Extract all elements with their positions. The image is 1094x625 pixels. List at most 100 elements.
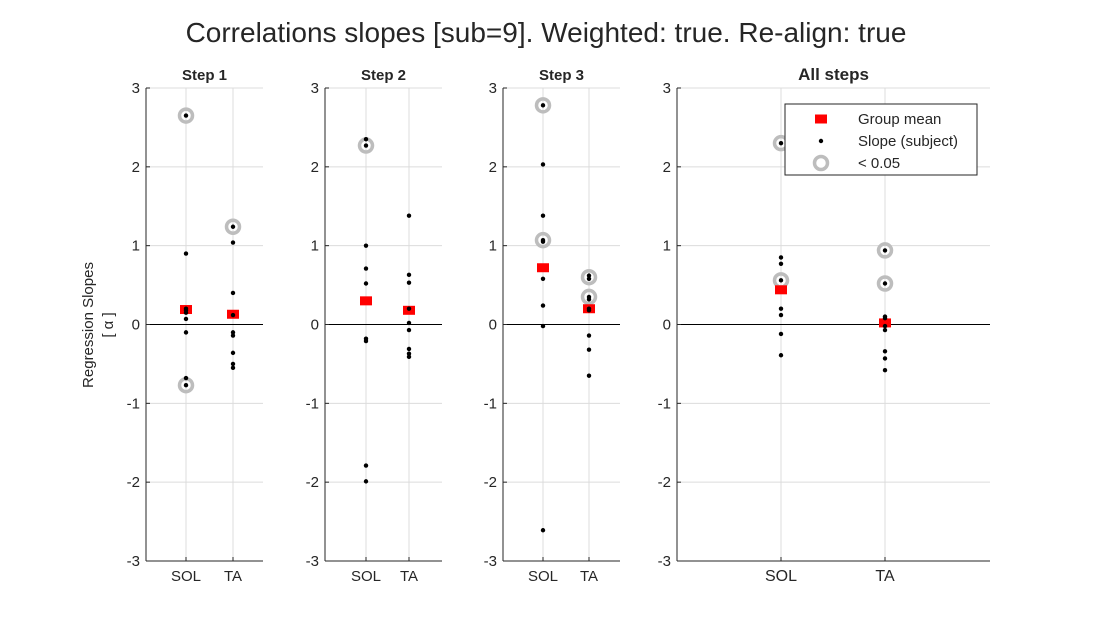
subject-slope-point	[363, 243, 369, 248]
panel-title: All steps	[798, 65, 869, 84]
subject-slope-point	[183, 251, 189, 256]
subject-slope-point	[778, 278, 784, 283]
significance-ring	[534, 97, 552, 114]
y-tick-label: 1	[311, 238, 319, 255]
subject-slope-point	[406, 213, 412, 218]
y-tick-label: 0	[311, 317, 319, 334]
subject-slope-point	[406, 306, 412, 311]
panel-3: -3 -2 -1 0 1 2 3 SOL TA Step 3	[484, 67, 620, 585]
panel-2: -3 -2 -1 0 1 2 3 SOL TA Step 2	[306, 67, 442, 585]
subject-slope-point	[406, 320, 412, 326]
subject-slope-point	[363, 479, 369, 484]
subject-slope-point	[778, 140, 784, 146]
subject-slope-point	[778, 331, 784, 337]
y-tick-label: 0	[132, 317, 140, 334]
subject-slope-point	[363, 137, 369, 142]
legend: Group mean Slope (subject) < 0.05	[784, 103, 978, 176]
subject-slope-point	[778, 312, 784, 318]
y-tick-label: 1	[489, 238, 497, 255]
significance-ring	[224, 218, 242, 235]
y-tick-label: 0	[663, 317, 671, 334]
x-tick-label-ta: TA	[400, 568, 418, 585]
subject-slope-point	[882, 368, 888, 373]
x-tick-label-ta: TA	[224, 568, 242, 585]
subject-slope-point	[406, 272, 412, 278]
y-tick-label: 3	[311, 80, 319, 97]
y-tick-label: 1	[663, 238, 671, 255]
y-tick-label: -1	[127, 395, 140, 412]
subject-slope-point	[540, 239, 546, 244]
x-tick-label-sol: SOL	[765, 568, 797, 585]
subject-slope-point	[183, 310, 189, 315]
subject-slope-point	[586, 347, 592, 352]
y-tick-label: 1	[132, 238, 140, 255]
subject-slope-point	[363, 463, 369, 468]
subject-slope-point	[230, 330, 236, 335]
y-tick-label: 2	[663, 159, 671, 176]
x-tick-label-ta: TA	[580, 568, 598, 585]
subject-slope-point	[586, 308, 592, 313]
subject-slope-point	[183, 383, 189, 388]
legend-ring-marker	[812, 154, 830, 172]
subject-slope-point	[183, 375, 189, 381]
y-tick-label: -1	[658, 395, 671, 412]
y-tick-label: 3	[132, 80, 140, 97]
subject-slope-point	[363, 338, 369, 344]
significance-ring	[534, 231, 552, 249]
subject-slope-point	[363, 281, 369, 286]
group-mean-marker	[360, 296, 372, 306]
panel-title: Step 2	[361, 67, 406, 84]
panel-title: Step 1	[182, 67, 227, 84]
subject-slope-point	[586, 276, 592, 281]
y-tick-label: -2	[306, 474, 319, 491]
subject-slope-point	[882, 248, 888, 253]
legend-mean-marker	[815, 114, 827, 124]
y-tick-label: 3	[663, 80, 671, 97]
group-mean-marker	[775, 285, 787, 295]
subject-slope-point	[540, 323, 546, 329]
subject-slope-point	[230, 224, 236, 229]
significance-ring	[876, 242, 894, 259]
legend-label: < 0.05	[858, 155, 900, 172]
subject-slope-point	[586, 297, 592, 302]
y-tick-label: -2	[127, 474, 140, 491]
y-tick-label: 2	[489, 159, 497, 176]
significance-ring	[177, 107, 195, 124]
y-tick-label: -3	[658, 553, 671, 570]
subject-slope-point	[540, 103, 546, 108]
subject-slope-point	[406, 346, 412, 352]
group-mean-marker	[879, 318, 891, 328]
subject-slope-point	[183, 113, 189, 118]
legend-label: Group mean	[858, 111, 941, 128]
subject-slope-point	[230, 361, 236, 367]
subject-slope-point	[363, 266, 369, 271]
subject-slope-point	[406, 354, 412, 360]
subject-slope-point	[183, 316, 189, 322]
subject-slope-point	[882, 315, 888, 321]
subject-slope-point	[230, 350, 236, 356]
subject-slope-point	[778, 255, 784, 260]
y-tick-label: -3	[484, 553, 497, 570]
subject-slope-point	[778, 261, 784, 266]
x-tick-label-sol: SOL	[351, 568, 381, 585]
significance-ring	[580, 288, 598, 306]
significance-ring	[580, 268, 598, 286]
chart-panels: -3 -2 -1 0 1 2 3 SOL TA Step 1 -3 -2 -1 0 1 2 3 SOL TA Step…	[127, 65, 990, 585]
group-mean-marker	[537, 263, 549, 273]
subject-slope-point	[586, 333, 592, 338]
subject-slope-point	[540, 276, 546, 281]
subject-slope-point	[882, 327, 888, 333]
figure-title: Correlations slopes [sub=9]. Weighted: t…	[186, 17, 907, 48]
subject-slope-point	[778, 353, 784, 358]
x-tick-label-sol: SOL	[171, 568, 201, 585]
subject-slope-point	[406, 327, 412, 333]
y-tick-label: -3	[127, 553, 140, 570]
subject-slope-point	[183, 330, 189, 335]
subject-slope-point	[882, 323, 888, 329]
subject-slope-point	[406, 351, 412, 356]
subject-slope-point	[230, 365, 236, 371]
y-tick-label: -1	[306, 395, 319, 412]
y-tick-label: -3	[306, 553, 319, 570]
y-tick-label: 2	[132, 159, 140, 176]
